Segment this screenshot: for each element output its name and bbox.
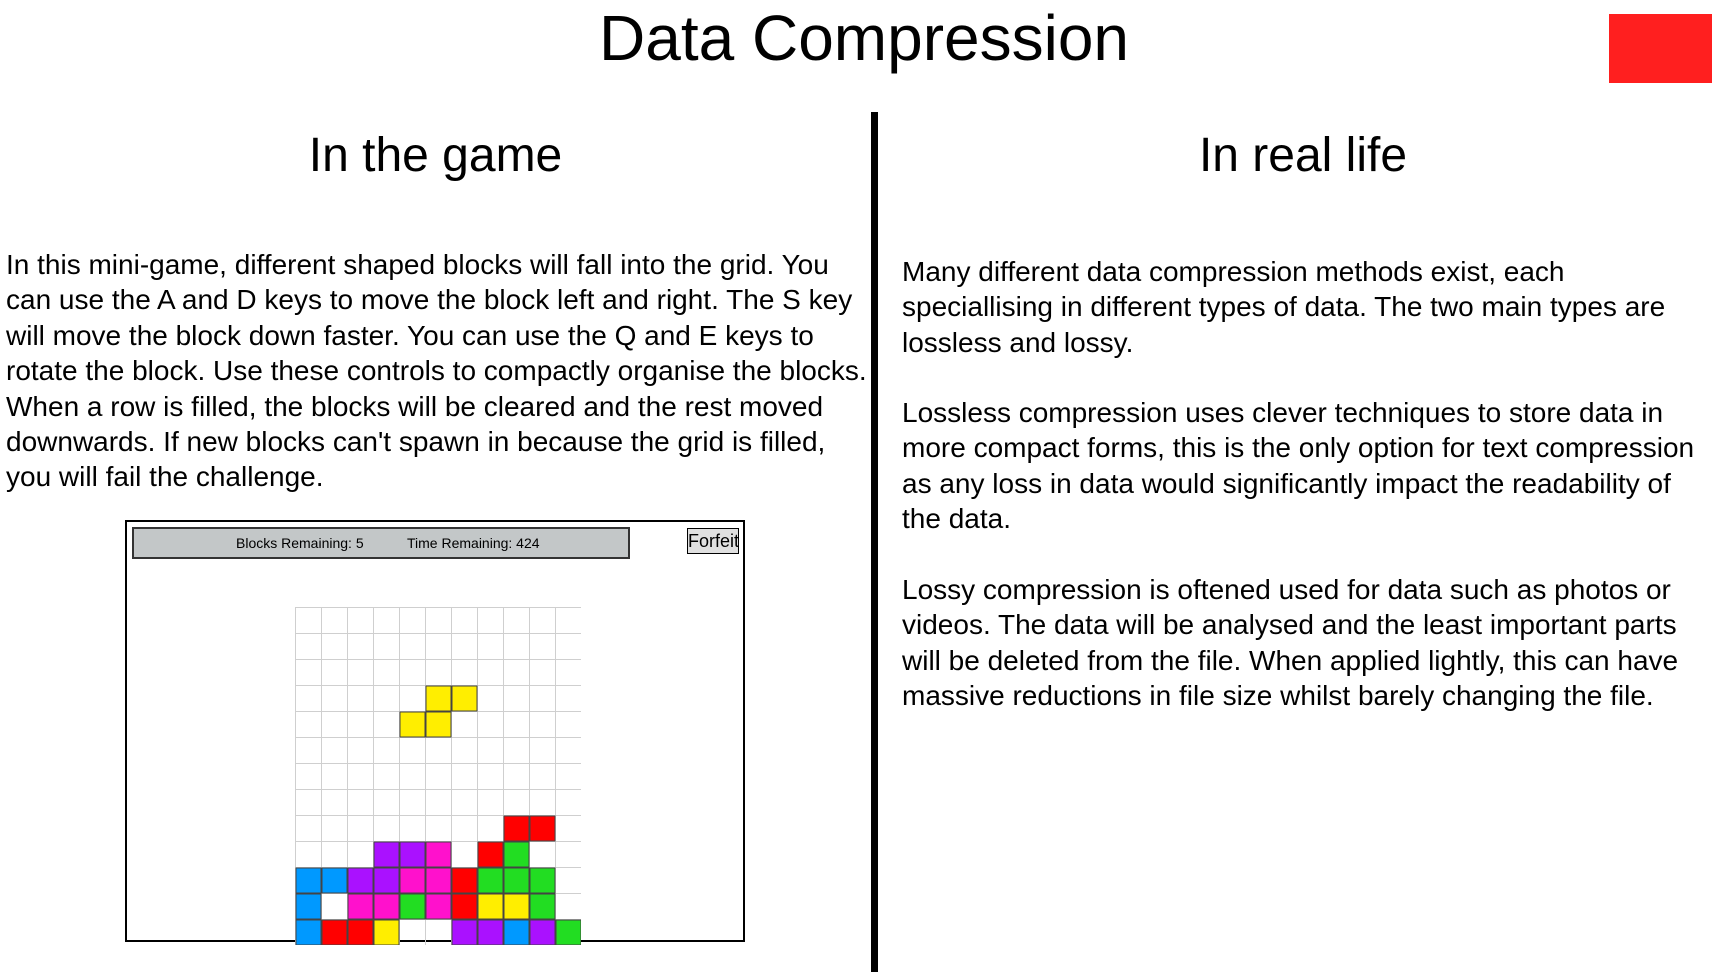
tetris-block-cell [529,815,556,842]
tetris-block-cell [373,867,400,894]
game-preview: Blocks Remaining: 5 Time Remaining: 424 … [125,520,745,945]
time-remaining-text: Time Remaining: 424 [407,535,540,551]
tetris-block-cell [295,919,322,945]
tetris-block-cell [295,867,322,894]
tetris-block-cell [373,893,400,920]
tetris-block-cell [555,919,581,945]
tetris-block-cell [529,919,556,945]
forfeit-button[interactable]: Forfeit [687,528,739,554]
tetris-block-cell [503,867,530,894]
close-button[interactable] [1609,14,1712,83]
tetris-block-cell [347,867,374,894]
real-life-paragraph-3: Lossy compression is oftened used for da… [902,574,1679,712]
tetris-block-cell [425,867,452,894]
tetris-block-cell [373,841,400,868]
tetris-block-cell [295,893,322,920]
tetris-block-cell [425,841,452,868]
tetris-block-cell [477,841,504,868]
tetris-block-cell [451,893,478,920]
tetris-block-cell [399,841,426,868]
column-divider [871,112,878,972]
real-life-heading: In real life [1198,129,1408,182]
tetris-block-cell [451,919,478,945]
tetris-block-cell [477,893,504,920]
tetris-block-cell [503,919,530,945]
tetris-block-cell [529,893,556,920]
tetris-block-cell [451,867,478,894]
page-title: Data Compression [599,2,1129,74]
tetris-block-cell [477,867,504,894]
tetris-grid [295,607,581,945]
real-life-paragraph-1: Many different data compression methods … [902,256,1666,358]
tetris-block-cell [321,919,348,945]
tetris-block-cell [529,867,556,894]
tetris-block-cell [503,815,530,842]
in-game-heading: In the game [308,129,563,182]
tetris-block-cell [425,711,452,738]
tetris-block-cell [451,685,478,712]
tetris-block-cell [503,841,530,868]
tetris-block-cell [399,867,426,894]
tetris-block-cell [399,711,426,738]
tetris-block-cell [425,893,452,920]
game-instructions-text: In this mini-game, different shaped bloc… [6,249,867,493]
tetris-block-cell [347,919,374,945]
tetris-block-cell [503,893,530,920]
real-life-paragraph-2: Lossless compression uses clever techniq… [902,397,1695,535]
tetris-block-cell [321,867,348,894]
tetris-block-cell [477,919,504,945]
tetris-block-cell [373,919,400,945]
blocks-remaining-text: Blocks Remaining: 5 [236,535,364,551]
tetris-block-cell [425,685,452,712]
tetris-block-cell [399,893,426,920]
game-status-bar: Blocks Remaining: 5 Time Remaining: 424 [132,527,630,559]
tetris-block-cell [347,893,374,920]
